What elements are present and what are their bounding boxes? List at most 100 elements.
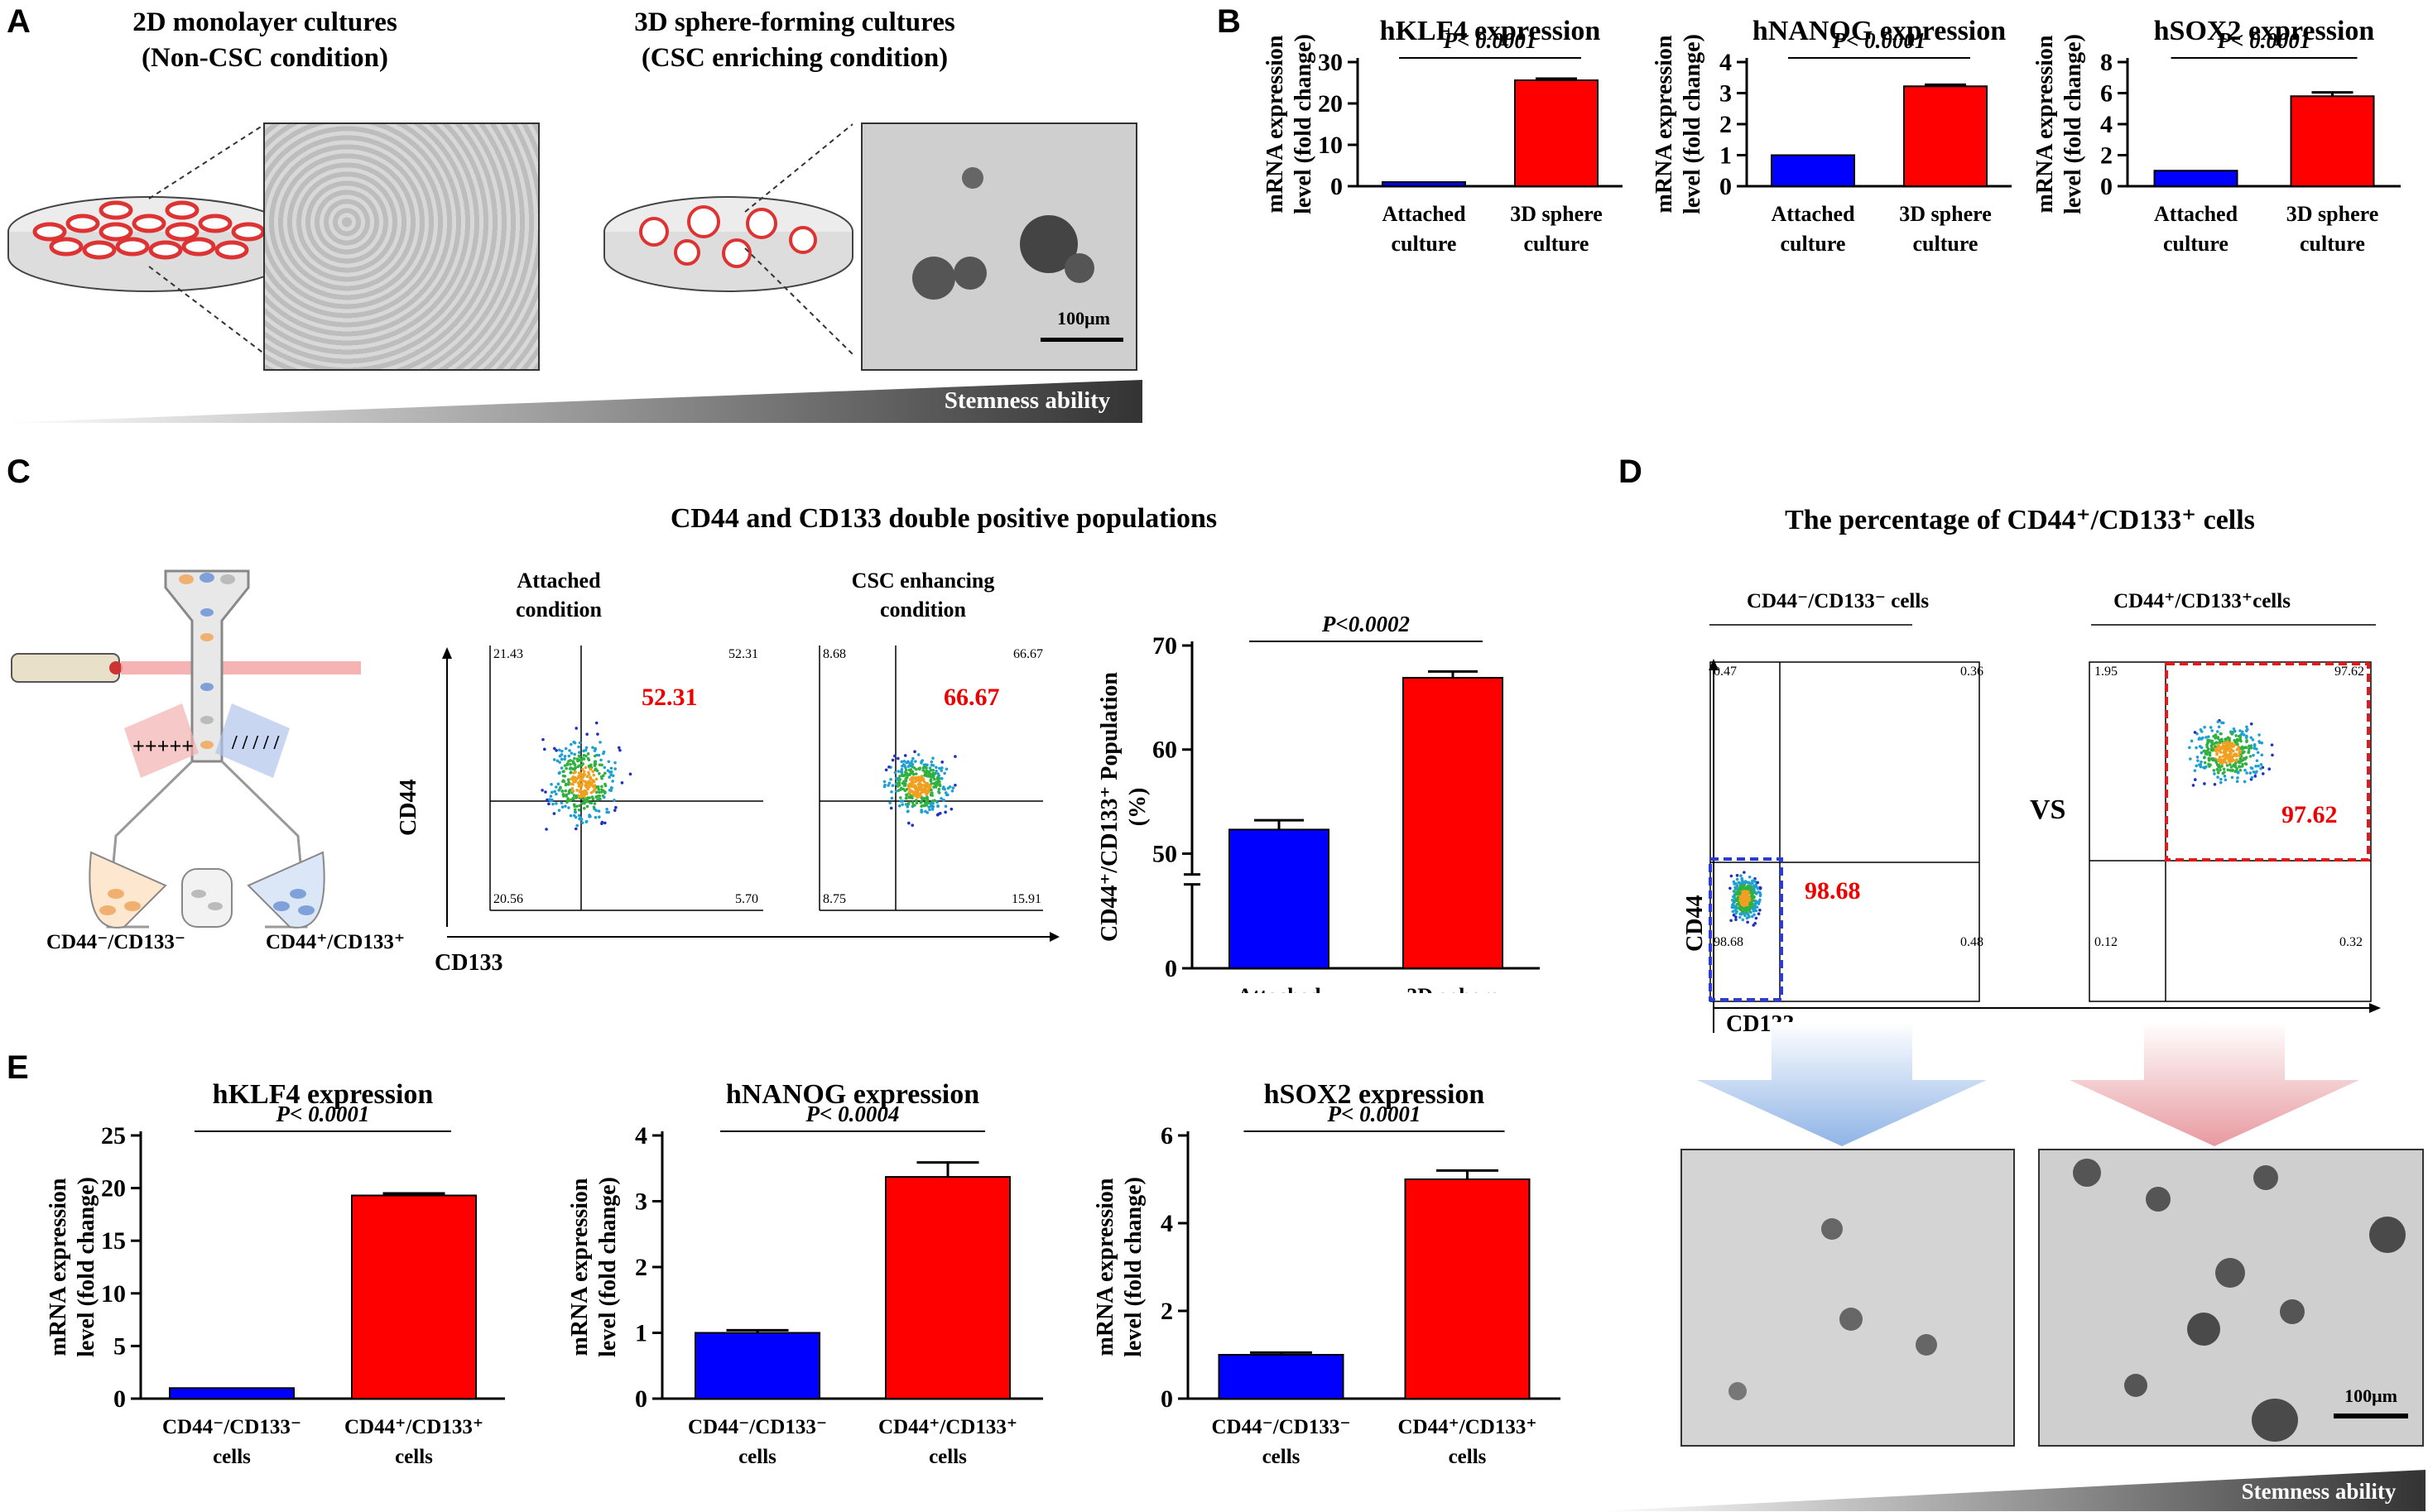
flow-event-dot xyxy=(914,776,918,780)
micrograph-3d-spheres: 100μm xyxy=(861,122,1137,371)
flow-event-dot xyxy=(2256,751,2260,755)
flow-event-dot xyxy=(907,768,911,772)
flow-event-dot xyxy=(2209,726,2213,729)
flow-event-dot xyxy=(888,801,892,804)
flow-event-dot xyxy=(2244,762,2248,766)
flow-event-dot xyxy=(594,790,599,794)
panel-a-left-title-line2: (Non-CSC condition) xyxy=(142,42,388,73)
sphere xyxy=(962,167,983,189)
flow-event-dot xyxy=(921,768,926,772)
flow-event-dot xyxy=(620,781,624,785)
flow-event-dot xyxy=(938,783,941,787)
flow-event-dot xyxy=(1740,885,1744,889)
flow-event-dot xyxy=(899,799,903,803)
y-tick-label: 2 xyxy=(1161,1298,1173,1325)
flow-event-dot xyxy=(938,811,942,815)
flow-event-dot xyxy=(2238,765,2241,768)
y-tick-label: 10 xyxy=(1318,132,1343,159)
flow-event-dot xyxy=(2241,762,2244,766)
flow-event-dot xyxy=(607,760,611,764)
bar xyxy=(351,1194,477,1399)
flow-event-dot xyxy=(1740,881,1744,885)
flow-event-dot xyxy=(565,794,568,798)
flow-event-dot xyxy=(556,782,560,786)
flow-event-dot xyxy=(905,794,909,798)
flow-event-dot xyxy=(2225,740,2229,744)
flow-event-dot xyxy=(550,783,553,786)
flow-event-dot xyxy=(602,751,605,756)
flow-event-dot xyxy=(1746,913,1750,916)
flow-event-dot xyxy=(1751,899,1754,903)
flow-event-dot xyxy=(2244,729,2248,732)
flow-event-dot xyxy=(931,764,935,767)
plot1-q-ll: 20.56 xyxy=(493,892,523,906)
flow-event-dot xyxy=(1743,901,1748,905)
flow-event-dot xyxy=(1739,896,1743,900)
d-left-big-value: 98.68 xyxy=(1805,877,1861,905)
flow-event-dot xyxy=(1750,914,1754,919)
flow-event-dot xyxy=(2214,745,2217,748)
sphere xyxy=(1821,1218,1843,1240)
flow-event-dot xyxy=(935,781,940,785)
flow-event-dot xyxy=(1735,902,1739,906)
flow-event-dot xyxy=(603,821,607,825)
flow-event-dot xyxy=(2207,735,2210,739)
d-left-q-lr: 0.48 xyxy=(1960,935,1983,949)
flow-event-dot xyxy=(1752,895,1756,900)
flow-event-dot xyxy=(2228,760,2232,764)
flow-event-dot xyxy=(552,746,556,751)
flow-event-dot xyxy=(1732,905,1736,910)
flow-event-dot xyxy=(2216,770,2220,774)
plot2-big-value: 66.67 xyxy=(944,684,1000,711)
bar xyxy=(2153,170,2238,187)
flow-event-dot xyxy=(1748,908,1752,912)
flow-event-dot xyxy=(594,747,598,751)
flow-event-dot xyxy=(572,797,575,801)
flow-event-dot xyxy=(945,767,949,771)
flow-event-dot xyxy=(887,765,891,769)
flow-event-dot xyxy=(919,791,923,795)
sphere xyxy=(1839,1308,1863,1331)
flow-event-dot xyxy=(1757,900,1762,904)
p-value: P< 0.0001 xyxy=(1443,28,1537,53)
flow-event-dot xyxy=(564,789,568,793)
flow-event-dot xyxy=(1752,887,1756,890)
flow-event-dot xyxy=(882,785,887,789)
flow-event-dot xyxy=(2261,772,2265,775)
panel-a-left-title-line1: 2D monolayer cultures xyxy=(132,7,397,37)
flow-event-dot xyxy=(1754,892,1758,895)
flow-event-dot xyxy=(2208,753,2212,757)
sphere xyxy=(2146,1187,2171,1212)
scale-bar-d xyxy=(2334,1414,2408,1418)
flow-event-dot xyxy=(1748,875,1752,879)
flow-event-dot xyxy=(1757,912,1761,916)
flow-event-dot xyxy=(1752,913,1756,917)
flow-event-dot xyxy=(2216,720,2220,723)
panel-letter-a: A xyxy=(7,3,31,40)
sphere xyxy=(2187,1313,2220,1346)
flow-event-dot xyxy=(913,750,916,754)
flow-event-dot xyxy=(954,783,957,787)
flow-event-dot xyxy=(2267,767,2272,771)
d-right-q-ul: 1.95 xyxy=(2094,665,2118,679)
flow-event-dot xyxy=(552,758,556,761)
flow-event-dot xyxy=(1748,905,1752,909)
flow-event-dot xyxy=(1750,907,1754,910)
flow-event-dot xyxy=(2230,769,2234,773)
flow-event-dot xyxy=(1746,893,1749,897)
flow-event-dot xyxy=(1748,896,1752,900)
d-right-plot-title: CD44⁺/CD133⁺cells xyxy=(2113,590,2291,612)
flow-event-dot xyxy=(2237,746,2241,751)
flow-event-dot xyxy=(589,790,594,794)
flow-event-dot xyxy=(567,754,571,758)
flow-event-dot xyxy=(613,761,617,765)
flow-event-dot xyxy=(920,760,924,763)
flow-event-dot xyxy=(2215,730,2219,733)
flow-event-dot xyxy=(2212,734,2215,738)
y-tick-label: 3 xyxy=(1719,80,1732,108)
flow-event-dot xyxy=(545,828,548,831)
flow-event-dot xyxy=(589,767,593,771)
flow-event-dot xyxy=(946,793,950,797)
